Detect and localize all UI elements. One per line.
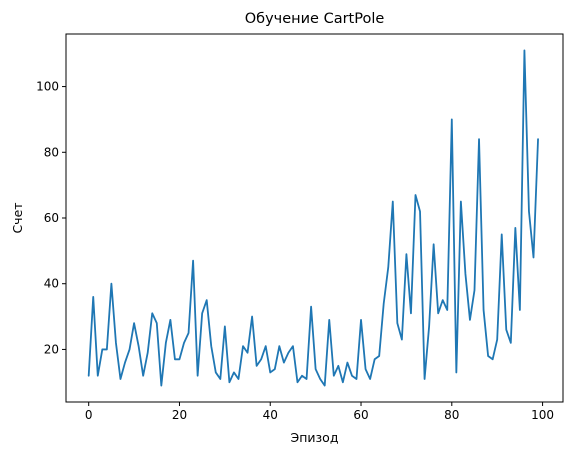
- x-tick-label: 20: [172, 408, 187, 422]
- series-line: [87, 49, 539, 387]
- y-axis-label: Счет: [10, 202, 25, 233]
- x-tick-label: 0: [85, 408, 93, 422]
- chart-title: Обучение CartPole: [245, 11, 385, 27]
- x-tick-label: 40: [263, 408, 278, 422]
- y-tick-label: 20: [44, 342, 59, 356]
- y-tick-label: 100: [36, 80, 59, 94]
- y-axis: 20 40 60 80 100: [36, 80, 66, 356]
- x-axis: 0 20 40 60 80 100: [85, 402, 554, 422]
- plot-area: [87, 49, 539, 387]
- x-tick-label: 60: [353, 408, 368, 422]
- x-tick-label: 80: [444, 408, 459, 422]
- x-tick-label: 100: [531, 408, 554, 422]
- y-tick-label: 60: [44, 211, 59, 225]
- y-tick-label: 40: [44, 277, 59, 291]
- x-axis-label: Эпизод: [291, 430, 339, 445]
- y-tick-label: 80: [44, 145, 59, 159]
